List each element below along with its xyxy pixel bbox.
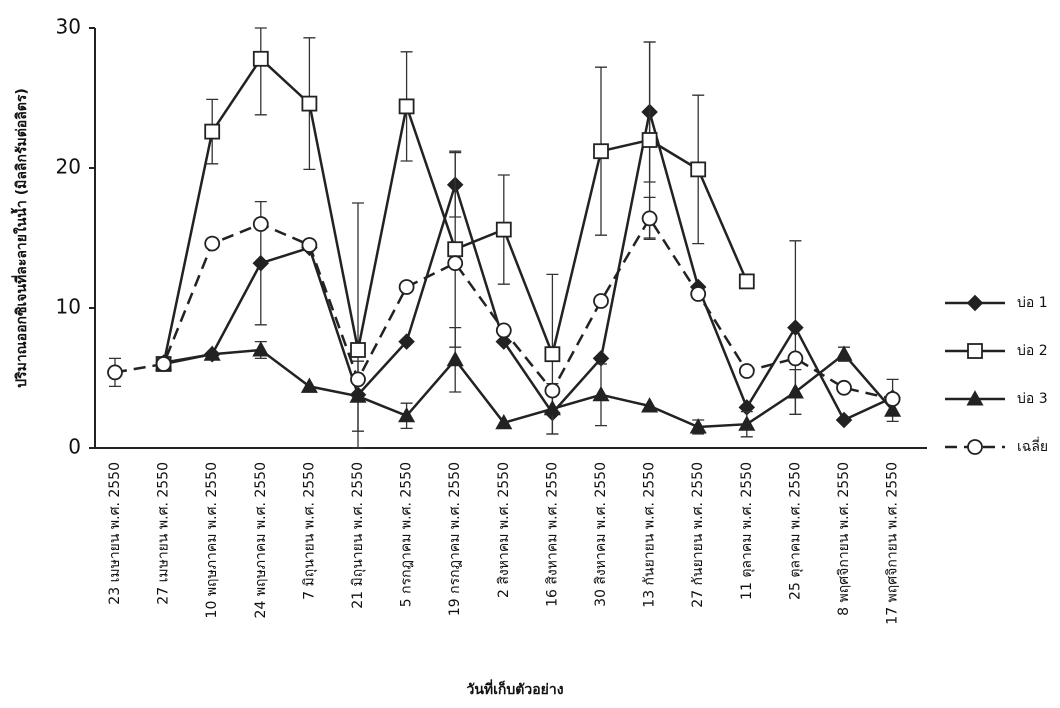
x-tick-label: 17 พฤศจิกายน พ.ศ. 2550 [885, 462, 901, 625]
data-point [254, 52, 268, 66]
legend-marker [968, 296, 982, 310]
x-tick-label: 5 กรกฎาคม พ.ศ. 2550 [399, 462, 415, 607]
legend-label: เฉลี่ย [1017, 437, 1048, 455]
data-point [643, 211, 657, 225]
chart: ปริมาณออกซิเจนที่ละลายในน้ำ (มิลลิกรัมต่… [0, 0, 1060, 708]
data-point [497, 223, 511, 237]
data-point [400, 99, 414, 113]
x-tick-label: 27 เมษายน พ.ศ. 2550 [156, 462, 172, 605]
data-point [254, 217, 268, 231]
y-tick-label: 10 [56, 295, 81, 319]
data-point [691, 162, 705, 176]
data-point [545, 347, 559, 361]
data-point [837, 381, 851, 395]
legend-label: บ่อ 2 [1017, 343, 1048, 359]
data-point [108, 365, 122, 379]
x-tick-label: 16 สิงหาคม พ.ศ. 2550 [544, 462, 560, 607]
x-tick-label: 13 กันยายน พ.ศ. 2550 [642, 462, 658, 608]
data-point [740, 274, 754, 288]
y-axis-title: ปริมาณออกซิเจนที่ละลายในน้ำ (มิลลิกรัมต่… [10, 88, 30, 388]
y-tick-label: 20 [56, 155, 81, 179]
data-point [205, 237, 219, 251]
x-tick-label: 27 กันยายน พ.ศ. 2550 [690, 462, 706, 608]
data-point [351, 343, 365, 357]
data-point [788, 321, 802, 335]
data-point [400, 280, 414, 294]
data-point [157, 357, 171, 371]
data-point [448, 242, 462, 256]
data-point [643, 133, 657, 147]
data-point [302, 238, 316, 252]
x-tick-label: 7 มิถุนายน พ.ศ. 2550 [301, 462, 317, 600]
x-tick-label: 2 สิงหาคม พ.ศ. 2550 [496, 462, 512, 598]
error-bar [255, 28, 267, 115]
data-point [351, 372, 365, 386]
data-point [837, 413, 851, 427]
x-tick-label: 21 มิถุนายน พ.ศ. 2550 [350, 462, 366, 609]
data-point [594, 294, 608, 308]
x-axis-title: วันที่เก็บตัวอย่าง [466, 679, 563, 698]
data-point [594, 144, 608, 158]
legend-label: บ่อ 1 [1017, 295, 1048, 311]
data-point [254, 256, 268, 270]
legend-marker [968, 344, 982, 358]
x-tick-label: 10 พฤษภาคม พ.ศ. 2550 [204, 462, 220, 618]
x-tick-label: 8 พฤศจิกายน พ.ศ. 2550 [836, 462, 852, 616]
data-point [691, 287, 705, 301]
data-point [837, 347, 851, 360]
legend-label: บ่อ 3 [1017, 391, 1048, 407]
x-tick-label: 23 เมษายน พ.ศ. 2550 [107, 462, 123, 605]
data-point [594, 388, 608, 401]
x-tick-label: 25 ตุลาคม พ.ศ. 2550 [787, 462, 803, 600]
data-point [740, 364, 754, 378]
y-tick-label: 30 [56, 15, 81, 39]
data-point [205, 125, 219, 139]
x-tick-label: 11 ตุลาคม พ.ศ. 2550 [739, 462, 755, 600]
x-tick-label: 19 กรกฎาคม พ.ศ. 2550 [447, 462, 463, 616]
y-tick-label: 0 [68, 435, 81, 459]
data-point [448, 256, 462, 270]
x-tick-label: 30 สิงหาคม พ.ศ. 2550 [593, 462, 609, 607]
data-point [448, 353, 462, 366]
series-line [164, 112, 893, 420]
data-point [497, 323, 511, 337]
data-point [302, 97, 316, 111]
x-tick-label: 24 พฤษภาคม พ.ศ. 2550 [253, 462, 269, 618]
data-point [886, 392, 900, 406]
data-point [788, 351, 802, 365]
legend-marker [968, 440, 982, 454]
data-point [545, 384, 559, 398]
